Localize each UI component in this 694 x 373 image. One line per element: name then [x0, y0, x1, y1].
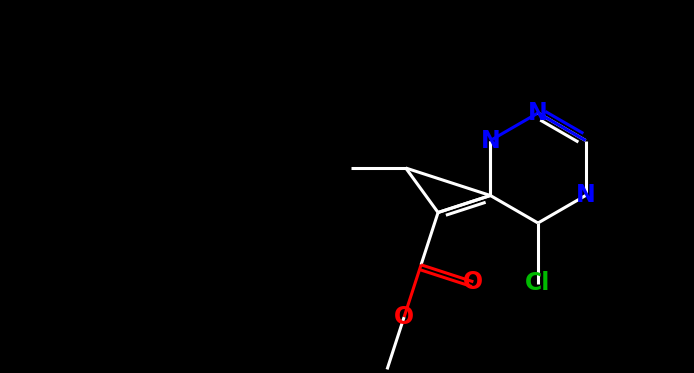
Text: N: N [480, 129, 500, 153]
Text: Cl: Cl [525, 272, 550, 295]
Text: O: O [394, 305, 414, 329]
Text: O: O [464, 270, 484, 294]
Text: N: N [576, 184, 595, 207]
Text: N: N [528, 101, 548, 125]
